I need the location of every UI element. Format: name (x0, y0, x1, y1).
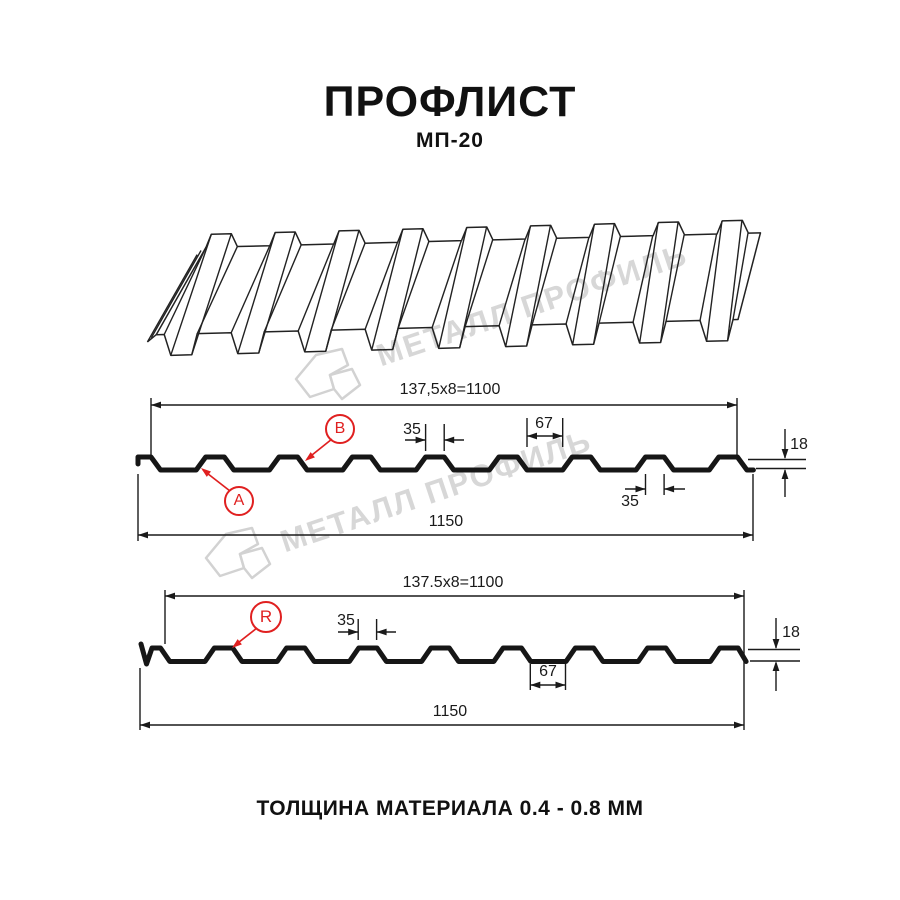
dim-overall-1150-bottom: 1150 (432, 703, 468, 720)
dim-valley-67: 67 (535, 415, 553, 432)
callout-b: B (325, 414, 355, 444)
callout-arrows (201, 438, 333, 648)
dim-working-width-bottom: 137.5x8=1100 (402, 574, 504, 591)
metall-profil-logo-icon (204, 526, 272, 580)
dim-rib-top-35: 35 (403, 421, 421, 438)
dim-working-width-top: 137,5x8=1100 (399, 381, 501, 398)
profile-3d-view (146, 219, 762, 357)
cross-section-profiles (135, 454, 756, 667)
watermark-2 (200, 524, 278, 587)
callout-a-letter: A (233, 492, 245, 509)
watermark-1 (290, 345, 368, 408)
callout-b-letter: B (334, 420, 346, 437)
profile-model-subtitle: МП-20 (416, 129, 484, 152)
callout-r: R (250, 601, 282, 633)
callout-a: A (224, 486, 254, 516)
dim-rib-bottom-35: 35 (621, 493, 639, 510)
dim-valley-67-2: 67 (539, 663, 557, 680)
page-title: ПРОФЛИСТ (323, 78, 577, 126)
dim-rib-top-35-2: 35 (337, 612, 355, 629)
callout-r-letter: R (259, 607, 273, 626)
dimension-lines (137, 398, 806, 730)
dim-height-18: 18 (790, 436, 808, 453)
material-thickness-note: ТОЛЩИНА МАТЕРИАЛА 0.4 - 0.8 ММ (256, 797, 644, 820)
metall-profil-logo-icon (294, 347, 362, 401)
dim-height-18-2: 18 (782, 624, 800, 641)
dim-overall-1150-top: 1150 (428, 513, 464, 530)
